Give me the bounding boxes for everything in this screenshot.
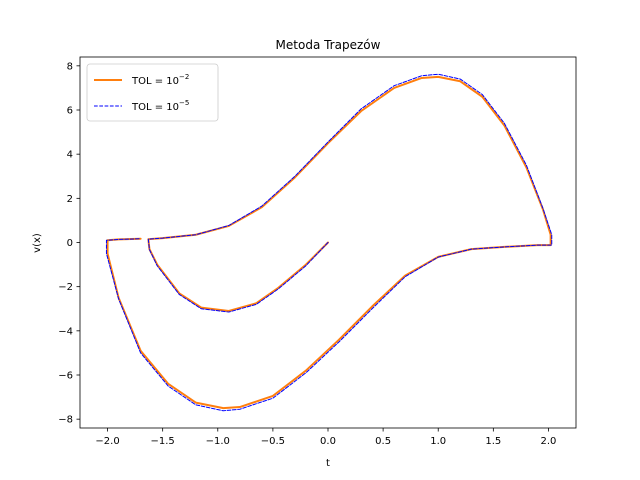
legend-label-tol-1e-5-exponent: −5 (179, 99, 189, 107)
chart-title: Metoda Trapezów (276, 38, 381, 52)
x-tick-label: 0.5 (375, 436, 391, 447)
x-tick-label: 0.0 (320, 436, 336, 447)
x-axis-ticks: −2.0 −1.5 −1.0 −0.5 0.0 0.5 1.0 1.5 2.0 (95, 428, 556, 447)
legend: TOL = 10−2 TOL = 10−5 (86, 63, 219, 122)
x-tick-label: −1.5 (151, 436, 175, 447)
y-tick-label: 4 (67, 150, 73, 161)
x-tick-label: 1.5 (485, 436, 501, 447)
legend-label-tol-1e-5: TOL = 10−5 (131, 99, 189, 113)
legend-box (86, 63, 219, 122)
y-tick-label: −4 (58, 326, 73, 337)
x-tick-label: 2.0 (540, 436, 556, 447)
legend-label-tol-1e-2-base: TOL = 10 (131, 76, 179, 87)
series-line-tol-1e-5 (105, 73, 553, 412)
x-tick-label: −2.0 (95, 436, 119, 447)
plot-lines (105, 73, 553, 412)
y-tick-label: 8 (67, 61, 73, 72)
y-tick-label: 2 (67, 194, 73, 205)
legend-label-tol-1e-2-exponent: −2 (179, 73, 189, 81)
legend-label-tol-1e-2: TOL = 10−2 (131, 73, 189, 87)
x-tick-label: −0.5 (261, 436, 285, 447)
y-tick-label: −2 (58, 282, 73, 293)
y-axis-ticks: −8 −6 −4 −2 0 2 4 6 8 (58, 61, 80, 426)
y-tick-label: −8 (58, 415, 73, 426)
y-tick-label: 6 (67, 106, 73, 117)
x-tick-label: −1.0 (206, 436, 230, 447)
legend-label-tol-1e-5-base: TOL = 10 (131, 102, 179, 113)
y-axis-label: v(x) (32, 233, 43, 253)
y-tick-label: −6 (58, 371, 73, 382)
y-tick-label: 0 (67, 238, 73, 249)
x-axis-label: t (326, 458, 330, 469)
x-tick-label: 1.0 (430, 436, 446, 447)
